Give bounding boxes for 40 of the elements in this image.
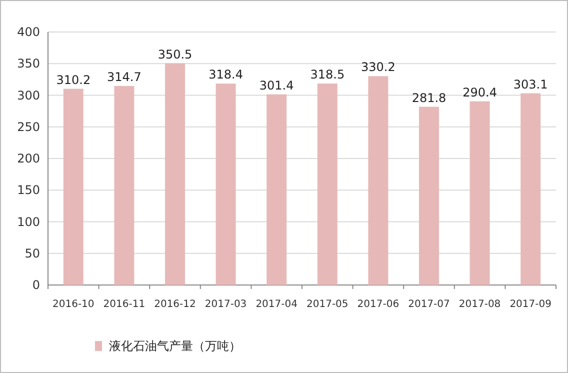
y-tick-label: 150 (17, 183, 40, 198)
bar (216, 84, 236, 285)
bar (114, 86, 134, 285)
x-tick-label: 2017-05 (306, 299, 348, 310)
x-tick-label: 2017-08 (458, 299, 501, 310)
bar (317, 84, 338, 285)
bar (470, 101, 490, 285)
legend: 液化石油气产量（万吨） (95, 339, 241, 353)
x-tick-label: 2017-03 (204, 299, 247, 310)
data-label: 318.5 (310, 68, 345, 82)
y-tick-label: 50 (24, 246, 40, 260)
x-tick-label: 2016-11 (103, 299, 146, 310)
bar (165, 63, 185, 285)
bar (368, 76, 388, 285)
x-tick-label: 2017-07 (408, 299, 450, 310)
y-tick-label: 250 (17, 120, 40, 134)
bar (63, 88, 84, 285)
data-label: 290.4 (462, 85, 497, 100)
data-label: 303.1 (513, 77, 548, 92)
y-tick-label: 100 (17, 214, 40, 229)
y-tick-label: 350 (17, 56, 40, 71)
x-tick-label: 2017-04 (256, 299, 298, 310)
data-label: 314.7 (107, 70, 142, 84)
data-label: 310.2 (56, 72, 91, 87)
x-tick-label: 2017-06 (357, 299, 400, 310)
y-tick-label: 300 (17, 88, 40, 102)
y-tick-label: 200 (17, 152, 40, 166)
y-tick-label: 0 (32, 278, 40, 292)
y-tick-label: 400 (17, 25, 40, 39)
bar (520, 93, 541, 285)
x-tick-label: 2016-12 (154, 299, 196, 310)
bar (266, 94, 287, 285)
data-label: 281.8 (412, 90, 446, 105)
x-tick-label: 2017-09 (510, 299, 552, 310)
x-tick-label: 2016-10 (52, 299, 94, 310)
data-label: 301.4 (259, 78, 294, 92)
data-label: 350.5 (158, 47, 192, 62)
bar (419, 106, 439, 285)
data-label: 318.4 (208, 68, 243, 82)
data-label: 330.2 (361, 60, 396, 74)
